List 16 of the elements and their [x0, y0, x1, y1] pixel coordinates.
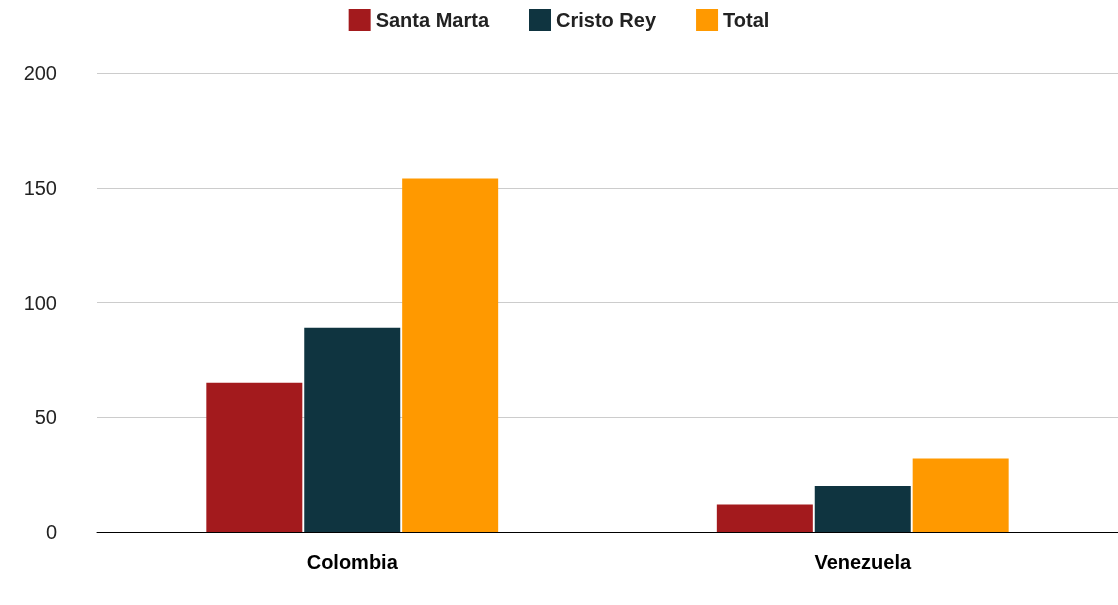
legend-label: Cristo Rey — [556, 9, 657, 31]
y-tick-label: 200 — [23, 62, 57, 84]
legend-label: Santa Marta — [375, 9, 490, 31]
y-tick-label: 0 — [45, 521, 57, 543]
x-tick-label: Colombia — [306, 551, 399, 573]
y-tick-label: 50 — [34, 406, 57, 429]
bar — [402, 178, 499, 532]
x-tick-label: Venezuela — [814, 551, 912, 573]
bar — [814, 486, 911, 532]
y-tick-label: 100 — [23, 291, 57, 314]
y-tick-label: 150 — [23, 176, 57, 199]
bar — [206, 382, 303, 532]
bar — [716, 504, 813, 532]
bar — [304, 327, 401, 532]
legend-label: Total — [723, 9, 770, 31]
bar — [912, 458, 1009, 532]
